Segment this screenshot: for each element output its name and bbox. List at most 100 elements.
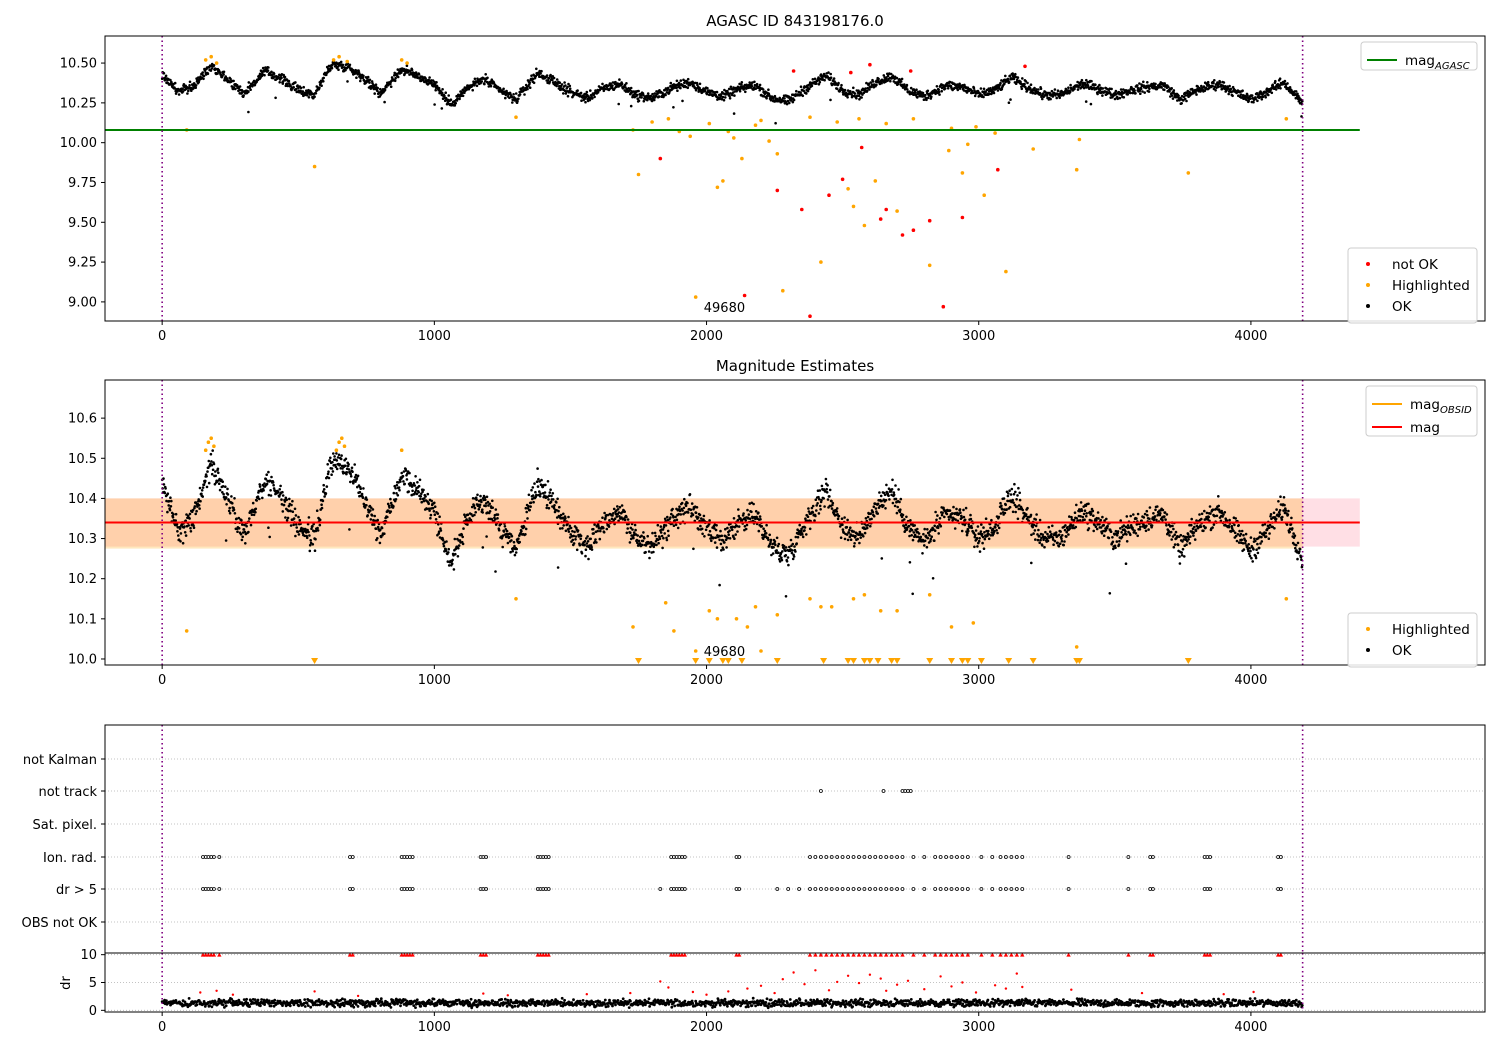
ok-point	[858, 541, 861, 545]
ok-point	[561, 527, 564, 530]
ok-point	[1038, 92, 1042, 95]
ok-point	[751, 81, 754, 84]
ok-point	[774, 543, 777, 547]
ok-point	[555, 78, 559, 81]
ok-point	[510, 534, 514, 538]
ok-point	[641, 539, 645, 543]
ok-point	[545, 503, 549, 507]
ok-point	[826, 498, 830, 501]
ok-point	[997, 515, 1001, 519]
ok-point	[266, 69, 270, 72]
ok-point	[614, 80, 617, 84]
ok-point	[724, 96, 727, 99]
ok-point	[324, 492, 328, 495]
ok-point	[804, 517, 807, 520]
ok-point	[323, 495, 326, 498]
panel1-axes: 0 1000 2000 3000 40009.009.259.509.7510.0010…	[60, 57, 1268, 344]
ok-point	[863, 531, 867, 535]
ok-point	[210, 463, 214, 467]
ok-point	[1047, 525, 1051, 529]
ok-point	[453, 537, 457, 541]
ok-point	[514, 92, 518, 95]
ok-point	[1231, 94, 1234, 98]
ok-point	[938, 517, 942, 520]
ok-point	[784, 554, 788, 557]
ok-point	[1075, 517, 1078, 520]
ok-point	[462, 88, 465, 91]
ok-point	[403, 72, 407, 76]
ok-point	[313, 549, 317, 552]
ok-point	[347, 463, 350, 466]
ok-point	[613, 517, 617, 520]
ok-point	[558, 81, 562, 84]
ok-point	[893, 504, 897, 508]
ok-point	[318, 86, 321, 89]
ok-point	[281, 80, 285, 83]
highlighted-point	[209, 54, 213, 59]
panel-agasc-magnitude: AGASC ID 843198176.0 49680 0 1000 2000 3000…	[60, 12, 1486, 344]
ok-point	[996, 531, 999, 535]
panel1-plot-area: 49680	[105, 36, 1360, 321]
ok-point	[677, 81, 681, 85]
ok-point	[973, 533, 977, 537]
ok-point	[1053, 88, 1057, 91]
ok-point	[369, 518, 373, 521]
ok-point	[880, 499, 883, 503]
panel2-title: Magnitude Estimates	[716, 357, 874, 375]
ok-point	[823, 505, 826, 508]
ok-point	[828, 495, 831, 498]
ok-point	[607, 525, 611, 528]
ok-point	[559, 513, 563, 517]
panel1-title: AGASC ID 843198176.0	[706, 12, 884, 30]
ok-point	[405, 478, 409, 481]
ok-point	[212, 64, 216, 67]
ok-point	[1142, 80, 1145, 84]
ok-point	[818, 504, 822, 508]
ok-point	[1059, 530, 1062, 533]
ok-point	[669, 516, 672, 519]
ok-point	[915, 88, 918, 91]
ok-point	[1218, 81, 1222, 84]
ok-point	[355, 477, 359, 480]
ok-point	[555, 501, 558, 504]
ok-point	[699, 524, 702, 528]
ok-point	[775, 549, 778, 552]
ok-point	[596, 91, 600, 94]
highlighted-point	[650, 120, 654, 124]
ok-point	[686, 86, 690, 90]
ok-point	[188, 80, 192, 84]
ok-point	[1006, 77, 1010, 81]
ok-point	[865, 526, 869, 530]
ok-point	[461, 542, 465, 546]
ok-point	[335, 467, 339, 471]
ok-point	[327, 476, 331, 480]
ok-point	[999, 81, 1002, 85]
ok-point	[678, 505, 681, 509]
ok-point	[864, 87, 867, 90]
ok-point	[222, 70, 226, 74]
not-ok-point	[911, 228, 916, 232]
ok-point	[722, 548, 725, 551]
ok-point	[701, 532, 704, 536]
ok-point	[593, 523, 596, 526]
ok-point	[593, 95, 596, 99]
ok-point	[891, 501, 895, 505]
ok-point	[715, 524, 718, 527]
ok-point	[1092, 514, 1095, 517]
ok-point	[511, 101, 514, 104]
ok-point	[199, 499, 202, 503]
ok-point	[583, 543, 586, 547]
ok-point	[975, 536, 979, 540]
ok-point	[372, 84, 376, 88]
ok-point	[336, 456, 340, 459]
ok-point	[242, 528, 246, 531]
ok-point	[402, 67, 406, 71]
ok-point	[174, 512, 178, 516]
ok-point	[981, 535, 985, 539]
ok-point	[394, 498, 398, 501]
ok-point	[1126, 93, 1129, 96]
ok-point	[794, 550, 797, 553]
ok-point	[1239, 93, 1243, 96]
ok-point	[1017, 486, 1020, 490]
ok-point	[505, 89, 508, 93]
